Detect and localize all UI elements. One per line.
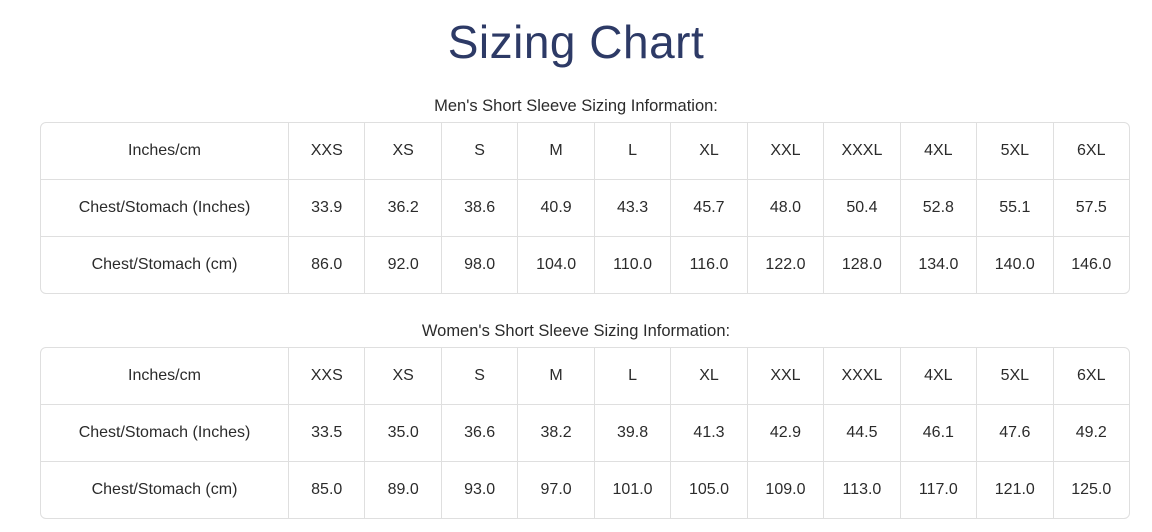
measurement-value-cell: 35.0 xyxy=(364,404,441,461)
size-header-cell: XL xyxy=(670,348,746,404)
measurement-value-cell: 49.2 xyxy=(1052,404,1129,461)
row-label-cell: Chest/Stomach (Inches) xyxy=(41,404,288,461)
measurement-value-cell: 116.0 xyxy=(670,236,747,293)
size-header-cell: 5XL xyxy=(976,123,1052,179)
measurement-row: Chest/Stomach (cm) 85.0 89.0 93.0 97.0 101.0 1… xyxy=(41,461,1129,518)
measurement-value-cell: 113.0 xyxy=(823,461,900,518)
measurement-value-cell: 47.6 xyxy=(976,404,1053,461)
womens-sizing-section: Women's Short Sleeve Sizing Information:… xyxy=(0,322,1152,519)
size-header-cell: 5XL xyxy=(976,348,1052,404)
measurement-value-cell: 85.0 xyxy=(288,461,365,518)
measurement-value-cell: 43.3 xyxy=(593,179,671,236)
measurement-value-cell: 92.0 xyxy=(364,236,441,293)
measurement-value-cell: 44.5 xyxy=(823,404,900,461)
size-header-cell: XXS xyxy=(288,123,364,179)
measurement-row: Chest/Stomach (cm) 86.0 92.0 98.0 104.0 110.0… xyxy=(41,236,1129,293)
measurement-value-cell: 33.5 xyxy=(288,404,365,461)
unit-header-cell: Inches/cm xyxy=(128,367,201,384)
size-header-cell: 4XL xyxy=(899,348,976,404)
size-header-cell: XXL xyxy=(746,348,823,404)
measurement-value-cell: 121.0 xyxy=(976,461,1053,518)
measurement-value-cell: 45.7 xyxy=(670,179,747,236)
size-header-cell: XXXL xyxy=(823,123,899,179)
measurement-value-cell: 86.0 xyxy=(288,236,365,293)
measurement-value-cell: 40.9 xyxy=(517,179,594,236)
measurement-value-cell: 97.0 xyxy=(517,461,594,518)
mens-sizing-table: Inches/cm XXS XS S M L XL XXL XXXL 4XL 5XL 6XL Chest… xyxy=(40,122,1130,294)
measurement-value-cell: 38.6 xyxy=(440,179,518,236)
measurement-value-cell: 42.9 xyxy=(746,404,824,461)
size-header-cell: S xyxy=(440,348,517,404)
womens-sizing-table-body: Inches/cm XXS XS S M L XL XXL XXXL 4XL 5XL 6XL Chest… xyxy=(41,348,1129,518)
measurement-value-cell: 122.0 xyxy=(746,236,824,293)
measurement-value-cell: 117.0 xyxy=(899,461,977,518)
measurement-value-cell: 36.6 xyxy=(440,404,518,461)
measurement-value-cell: 89.0 xyxy=(364,461,441,518)
size-header-cell: L xyxy=(593,348,670,404)
measurement-value-cell: 125.0 xyxy=(1052,461,1129,518)
measurement-value-cell: 36.2 xyxy=(364,179,441,236)
size-header-cell: L xyxy=(593,123,670,179)
womens-sizing-table: Inches/cm XXS XS S M L XL XXL XXXL 4XL 5XL 6XL Chest… xyxy=(40,347,1130,519)
measurement-value-cell: 52.8 xyxy=(899,179,977,236)
size-header-cell: 6XL xyxy=(1052,123,1129,179)
measurement-row: Chest/Stomach (Inches) 33.9 36.2 38.6 40.9 43… xyxy=(41,179,1129,236)
table-header-row: Inches/cm XXS XS S M L XL XXL XXXL 4XL 5XL 6XL xyxy=(41,348,1129,404)
mens-sizing-section: Men's Short Sleeve Sizing Information: I… xyxy=(0,97,1152,294)
measurement-value-cell: 57.5 xyxy=(1052,179,1129,236)
womens-section-subtitle: Women's Short Sleeve Sizing Information: xyxy=(421,322,731,340)
size-header-cell: XXXL xyxy=(823,348,899,404)
measurement-value-cell: 33.9 xyxy=(288,179,365,236)
row-label-cell: Chest/Stomach (cm) xyxy=(41,236,288,293)
measurement-value-cell: 93.0 xyxy=(440,461,518,518)
size-header-cell: 6XL xyxy=(1052,348,1129,404)
mens-section-subtitle: Men's Short Sleeve Sizing Information: xyxy=(434,97,718,115)
size-header-cell: 4XL xyxy=(899,123,976,179)
size-header-cell: S xyxy=(440,123,517,179)
size-header-cell: XL xyxy=(670,123,746,179)
measurement-value-cell: 39.8 xyxy=(593,404,671,461)
page-title: Sizing Chart xyxy=(447,16,705,68)
measurement-value-cell: 98.0 xyxy=(440,236,518,293)
size-header-cell: XS xyxy=(364,123,440,179)
measurement-value-cell: 50.4 xyxy=(823,179,900,236)
measurement-value-cell: 146.0 xyxy=(1052,236,1129,293)
size-header-cell: M xyxy=(517,123,593,179)
measurement-value-cell: 128.0 xyxy=(823,236,900,293)
measurement-value-cell: 140.0 xyxy=(976,236,1053,293)
measurement-value-cell: 48.0 xyxy=(746,179,824,236)
measurement-value-cell: 109.0 xyxy=(746,461,824,518)
table-header-row: Inches/cm XXS XS S M L XL XXL XXXL 4XL 5XL 6XL xyxy=(41,123,1129,179)
unit-header-cell: Inches/cm xyxy=(128,142,201,159)
measurement-value-cell: 55.1 xyxy=(976,179,1053,236)
size-header-cell: XXL xyxy=(746,123,823,179)
size-header-cell: XXS xyxy=(288,348,364,404)
measurement-value-cell: 105.0 xyxy=(670,461,747,518)
measurement-value-cell: 101.0 xyxy=(593,461,671,518)
row-label-cell: Chest/Stomach (Inches) xyxy=(41,179,288,236)
measurement-value-cell: 41.3 xyxy=(670,404,747,461)
measurement-value-cell: 46.1 xyxy=(899,404,977,461)
row-label-cell: Chest/Stomach (cm) xyxy=(41,461,288,518)
measurement-value-cell: 38.2 xyxy=(517,404,594,461)
measurement-row: Chest/Stomach (Inches) 33.5 35.0 36.6 38.2 39… xyxy=(41,404,1129,461)
measurement-value-cell: 104.0 xyxy=(517,236,594,293)
mens-sizing-table-body: Inches/cm XXS XS S M L XL XXL XXXL 4XL 5XL 6XL Chest… xyxy=(41,123,1129,293)
size-header-cell: XS xyxy=(364,348,440,404)
size-header-cell: M xyxy=(517,348,593,404)
measurement-value-cell: 110.0 xyxy=(593,236,671,293)
measurement-value-cell: 134.0 xyxy=(899,236,977,293)
